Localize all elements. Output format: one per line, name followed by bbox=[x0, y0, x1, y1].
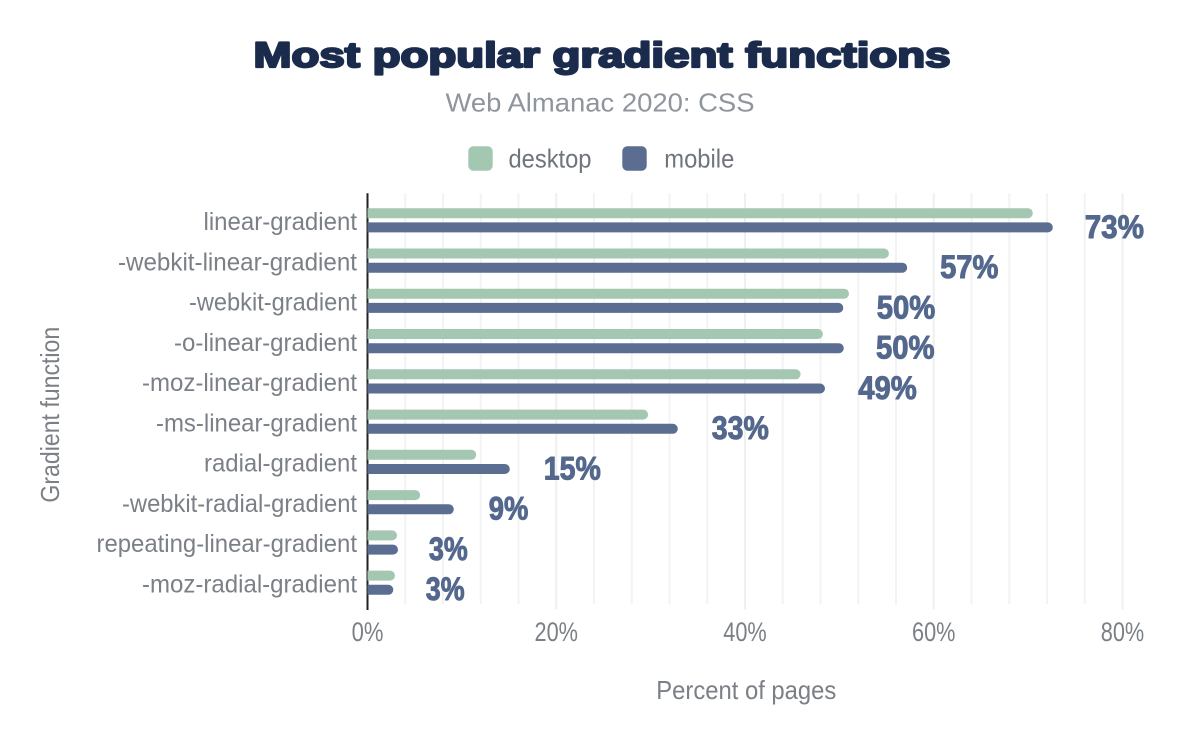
svg-text:9%: 9% bbox=[489, 491, 529, 527]
svg-text:50%: 50% bbox=[876, 330, 935, 366]
svg-text:73%: 73% bbox=[1085, 209, 1144, 245]
svg-text:3%: 3% bbox=[426, 571, 465, 607]
svg-text:Most popular gradient function: Most popular gradient functions bbox=[254, 36, 951, 75]
svg-text:3%: 3% bbox=[429, 531, 468, 567]
svg-text:-moz-radial-gradient: -moz-radial-gradient bbox=[142, 570, 357, 598]
svg-text:Web Almanac 2020: CSS: Web Almanac 2020: CSS bbox=[446, 88, 755, 118]
svg-text:radial-gradient: radial-gradient bbox=[204, 450, 357, 478]
svg-text:20%: 20% bbox=[535, 617, 578, 647]
svg-text:40%: 40% bbox=[723, 617, 766, 647]
svg-text:49%: 49% bbox=[858, 370, 917, 406]
svg-text:Percent of pages: Percent of pages bbox=[656, 675, 836, 705]
svg-text:-ms-linear-gradient: -ms-linear-gradient bbox=[156, 409, 357, 437]
svg-text:-webkit-gradient: -webkit-gradient bbox=[189, 289, 357, 317]
svg-text:repeating-linear-gradient: repeating-linear-gradient bbox=[97, 530, 358, 558]
svg-text:-moz-linear-gradient: -moz-linear-gradient bbox=[142, 369, 357, 397]
svg-text:57%: 57% bbox=[940, 249, 998, 285]
svg-text:-webkit-linear-gradient: -webkit-linear-gradient bbox=[118, 248, 357, 276]
svg-text:-o-linear-gradient: -o-linear-gradient bbox=[174, 329, 357, 357]
svg-text:0%: 0% bbox=[352, 617, 384, 647]
svg-text:60%: 60% bbox=[912, 617, 955, 647]
svg-text:50%: 50% bbox=[877, 289, 936, 325]
svg-text:mobile: mobile bbox=[664, 144, 734, 174]
svg-text:33%: 33% bbox=[712, 410, 769, 446]
svg-text:Gradient function: Gradient function bbox=[35, 327, 65, 503]
svg-text:desktop: desktop bbox=[509, 144, 592, 174]
svg-text:-webkit-radial-gradient: -webkit-radial-gradient bbox=[122, 490, 357, 518]
svg-text:linear-gradient: linear-gradient bbox=[204, 208, 358, 236]
svg-text:15%: 15% bbox=[544, 450, 601, 486]
svg-text:80%: 80% bbox=[1101, 617, 1144, 647]
